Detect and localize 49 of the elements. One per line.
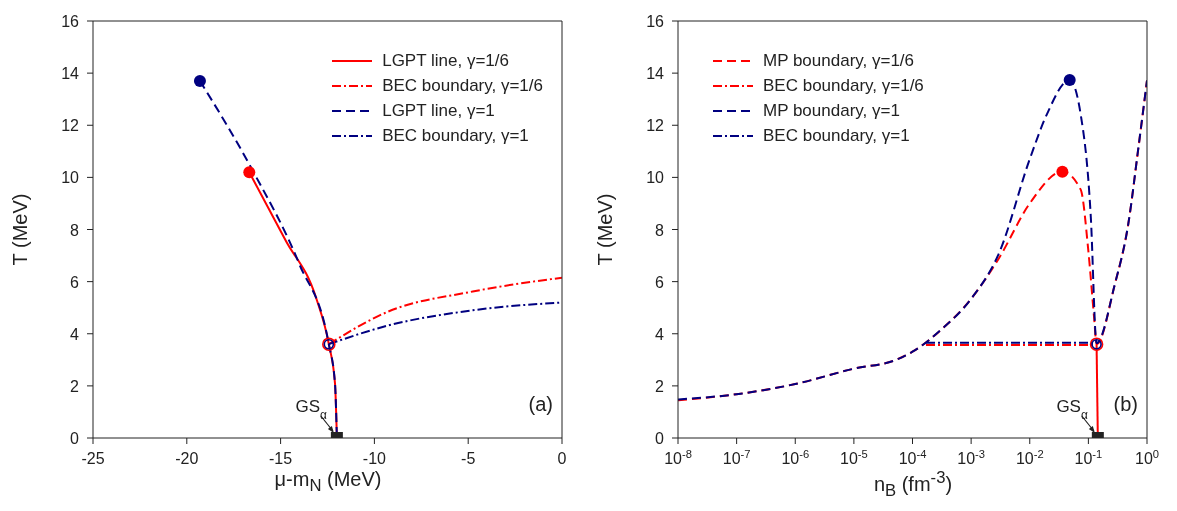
y-tick-label: 12 xyxy=(61,117,80,135)
x-tick-label: 10$^{-3}$ xyxy=(957,448,985,467)
x-tick-label: -5 xyxy=(461,450,476,467)
x-tick-label: -10 xyxy=(362,450,387,467)
x-tick-label: 10$^{-4}$ xyxy=(898,448,927,467)
x-tick-label: 10$^{-7}$ xyxy=(722,448,751,467)
y-tick-label: 6 xyxy=(655,273,665,291)
x-tick-label: 10$^{0}$ xyxy=(1134,448,1160,467)
y-tick-label: 12 xyxy=(646,117,665,135)
y-tick-label: 0 xyxy=(655,430,665,447)
x-axis-title: n$_{B}$ (fm$^{-3}$) xyxy=(872,468,954,501)
y-tick-label: 6 xyxy=(70,273,80,291)
x-tick-label: 10$^{-6}$ xyxy=(781,448,810,467)
legend-label: BEC boundary, γ=1 xyxy=(382,125,529,147)
y-tick-label: 16 xyxy=(646,13,665,30)
legend-label: BEC boundary, γ=1/6 xyxy=(382,75,543,97)
y-tick-label: 0 xyxy=(70,430,80,447)
legend-label: LGPT line, γ=1 xyxy=(382,100,495,122)
annotation: (b) xyxy=(1113,393,1138,416)
x-tick-label: 10$^{-1}$ xyxy=(1074,448,1103,467)
legend-label: BEC boundary, γ=1/6 xyxy=(763,75,924,97)
y-tick-label: 14 xyxy=(61,65,80,83)
y-tick-label: 8 xyxy=(70,221,80,239)
y-tick-label: 8 xyxy=(655,221,665,239)
x-tick-label: 10$^{-8}$ xyxy=(664,448,692,467)
y-tick-label: 16 xyxy=(61,13,80,30)
y-tick-label: 4 xyxy=(70,325,80,343)
x-axis-title: μ-m$_{N}$ (MeV) xyxy=(273,468,383,496)
x-tick-label: -20 xyxy=(175,450,199,467)
y-tick-label: 2 xyxy=(70,377,80,395)
x-tick-label: -25 xyxy=(81,450,105,467)
y-tick-label: 14 xyxy=(646,65,665,83)
y-tick-label: 4 xyxy=(655,325,665,343)
annotation: GS$_{α}$ xyxy=(295,397,328,422)
x-tick-label: 10$^{-5}$ xyxy=(840,448,868,467)
legend-label: BEC boundary, γ=1 xyxy=(763,125,910,147)
x-tick-label: 10$^{-2}$ xyxy=(1015,448,1044,467)
legend-label: MP boundary, γ=1/6 xyxy=(763,50,915,72)
y-axis-title: T (MeV) xyxy=(9,193,33,265)
y-tick-label: 10 xyxy=(61,169,80,187)
y-axis-title: T (MeV) xyxy=(594,193,618,265)
legend-label: LGPT line, γ=1/6 xyxy=(382,50,509,72)
annotation: GS$_{α}$ xyxy=(1056,397,1088,422)
legend-label: MP boundary, γ=1 xyxy=(763,100,900,122)
x-tick-label: -15 xyxy=(269,450,293,467)
y-tick-label: 2 xyxy=(655,377,665,395)
annotation: (a) xyxy=(528,393,553,416)
x-tick-label: 0 xyxy=(557,450,567,467)
y-tick-label: 10 xyxy=(646,169,665,187)
